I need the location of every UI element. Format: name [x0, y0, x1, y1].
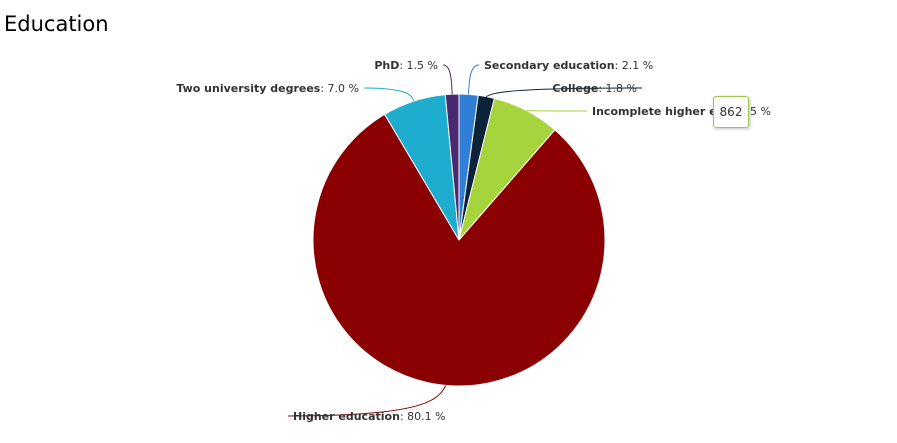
connector-incomplete-higher-education: [526, 110, 588, 112]
label-value: : 1.5 %: [399, 59, 438, 72]
label-name: Higher education: [293, 410, 400, 423]
label-phd: PhD: 1.5 %: [374, 59, 438, 72]
page-title: Education: [4, 12, 109, 36]
label-college: College: 1.8 %: [552, 82, 637, 95]
tooltip-value: 862: [719, 105, 743, 119]
data-labels: Secondary education: 2.1 % College: 1.8 %…: [176, 59, 771, 423]
slice-higher-education[interactable]: [312, 113, 606, 387]
label-value: : 7.0 %: [320, 82, 359, 95]
label-value: : 1.8 %: [598, 82, 637, 95]
connector-college: [486, 87, 643, 98]
connector-phd: [442, 64, 453, 95]
tooltip: 862: [713, 96, 749, 128]
pie-slices: [312, 93, 606, 387]
label-name: PhD: [374, 59, 399, 72]
connector-secondary-education: [468, 64, 480, 95]
label-name: Two university degrees: [176, 82, 320, 95]
label-name: Incomplete higher edu: [592, 105, 732, 118]
label-secondary-education: Secondary education: 2.1 %: [484, 59, 653, 72]
label-higher-education: Higher education: 80.1 %: [293, 410, 446, 423]
label-name: Secondary education: [484, 59, 615, 72]
label-value: : 2.1 %: [615, 59, 654, 72]
label-name: College: [552, 82, 598, 95]
label-two-university-degrees: Two university degrees: 7.0 %: [176, 82, 359, 95]
connector-two-university-degrees: [363, 87, 415, 102]
connector-higher-education: [287, 385, 447, 417]
label-connectors: [287, 64, 643, 417]
label-value: : 80.1 %: [400, 410, 446, 423]
